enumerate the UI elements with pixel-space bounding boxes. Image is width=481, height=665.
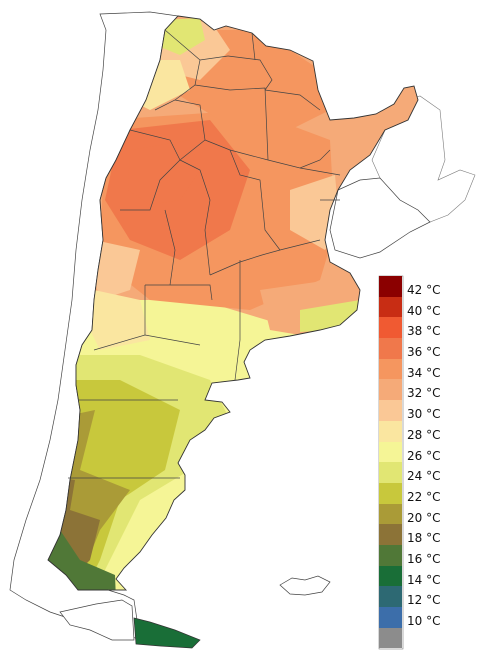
legend-item: 30 °C: [379, 400, 479, 421]
legend-item: 14 °C: [379, 565, 479, 587]
legend-swatch: [379, 379, 402, 401]
legend-item: 34 °C: [379, 358, 479, 380]
legend-swatch: [379, 358, 402, 380]
legend-label: 12 °C: [407, 593, 441, 608]
legend-swatch: [379, 524, 402, 545]
legend-item: 32 °C: [379, 379, 479, 400]
legend-item: 42 °C: [379, 276, 479, 297]
legend-swatch: [379, 503, 402, 525]
legend-label: 30 °C: [407, 407, 441, 422]
legend-label: 14 °C: [407, 572, 441, 587]
legend-swatch: [379, 420, 402, 442]
legend-swatch: [379, 565, 402, 587]
legend-item: 40 °C: [379, 296, 479, 318]
legend-item: 16 °C: [379, 544, 479, 566]
legend-item: 12 °C: [379, 586, 479, 607]
legend-item: 28 °C: [379, 420, 479, 442]
legend-swatch: [379, 586, 402, 607]
legend-label: 40 °C: [407, 303, 441, 318]
legend-swatch: [379, 338, 402, 359]
legend-label: 16 °C: [407, 551, 441, 566]
legend-swatch: [379, 400, 402, 421]
legend: 42 °C 40 °C 38 °C 36 °C 34 °C 32 °C 30 °C 28 °C…: [379, 276, 479, 649]
legend-item: 24 °C: [379, 462, 479, 483]
argentina-outline: [47, 15, 419, 591]
legend-label: 36 °C: [407, 345, 441, 360]
legend-label: 24 °C: [407, 469, 441, 484]
legend-label: 10 °C: [407, 614, 441, 628]
legend-label: 26 °C: [407, 448, 441, 463]
legend-item: 38 °C: [379, 317, 479, 338]
tierra-del-fuego-chile: [59, 599, 135, 641]
legend-label: 20 °C: [407, 510, 441, 525]
brazil-outline: [371, 95, 476, 223]
legend-swatch: [379, 607, 402, 628]
legend-item: 22 °C: [379, 482, 479, 504]
legend-swatch: [379, 296, 402, 318]
tierra-del-fuego-argentina: [133, 617, 201, 649]
legend-label: 22 °C: [407, 489, 441, 504]
legend-item: 26 °C: [379, 441, 479, 463]
legend-item: [379, 627, 479, 649]
legend-label: 34 °C: [407, 365, 441, 380]
legend-item: 20 °C: [379, 503, 479, 525]
legend-swatch: [379, 441, 402, 463]
legend-swatch: [379, 627, 402, 649]
legend-label: 42 °C: [407, 283, 441, 297]
legend-label: 38 °C: [407, 324, 441, 339]
legend-swatch: [379, 544, 402, 566]
legend-swatch: [379, 462, 402, 483]
legend-item: 18 °C: [379, 524, 479, 545]
legend-label: 18 °C: [407, 531, 441, 546]
legend-label: 32 °C: [407, 386, 441, 401]
legend-label: 28 °C: [407, 427, 441, 442]
legend-item: 10 °C: [379, 607, 479, 628]
legend-swatch: [379, 276, 402, 297]
falklands-outline: [279, 575, 331, 596]
legend-swatch: [379, 482, 402, 504]
legend-swatch: [379, 317, 402, 339]
legend-item: 36 °C: [379, 338, 479, 359]
province-boundaries: [68, 29, 341, 591]
uruguay-outline: [329, 177, 431, 259]
